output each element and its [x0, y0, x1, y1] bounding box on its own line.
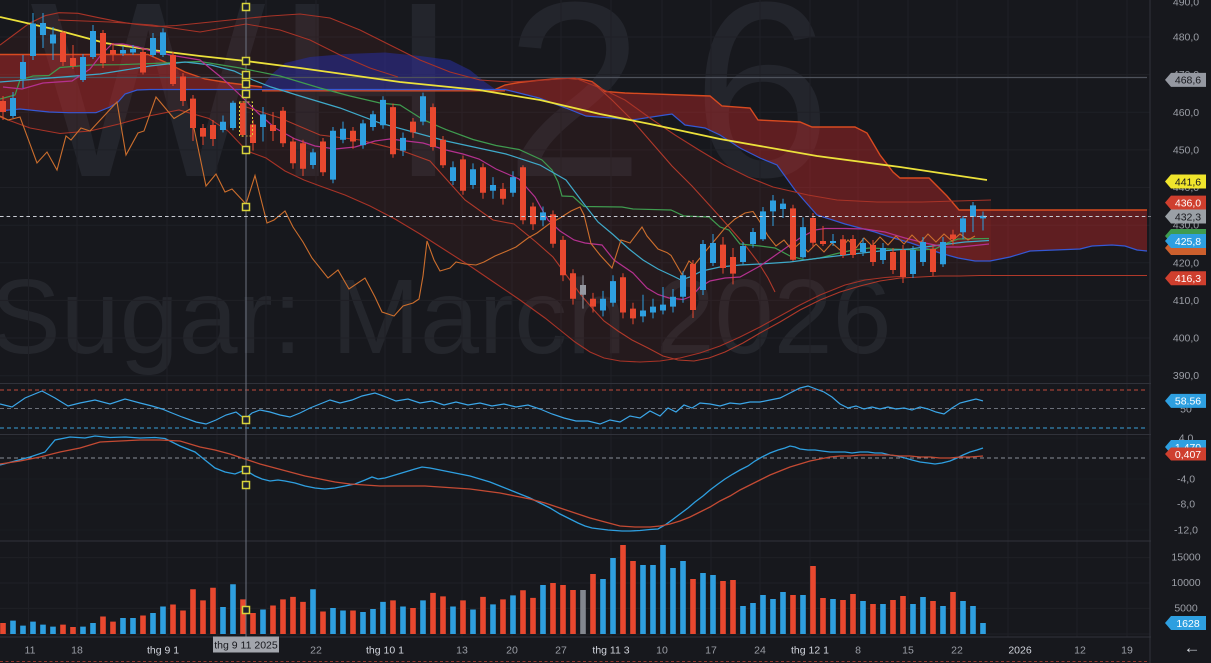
svg-text:2026: 2026	[1008, 645, 1032, 657]
svg-text:425,8: 425,8	[1175, 236, 1201, 248]
svg-text:10000: 10000	[1171, 577, 1200, 589]
svg-text:thg 9 11 2025: thg 9 11 2025	[214, 640, 278, 652]
svg-text:17: 17	[705, 645, 717, 657]
svg-text:13: 13	[456, 645, 468, 657]
svg-text:thg 10 1: thg 10 1	[366, 645, 404, 657]
svg-text:441,6: 441,6	[1175, 176, 1201, 188]
svg-text:436,0: 436,0	[1175, 197, 1201, 209]
svg-text:thg 11 3: thg 11 3	[592, 645, 629, 657]
svg-text:490,0: 490,0	[1173, 0, 1199, 9]
svg-text:58.56: 58.56	[1175, 396, 1201, 408]
svg-text:15000: 15000	[1171, 552, 1200, 564]
svg-text:-12,0: -12,0	[1174, 525, 1198, 537]
svg-text:22: 22	[310, 645, 322, 657]
svg-text:0,407: 0,407	[1175, 449, 1201, 461]
svg-text:thg 9 1: thg 9 1	[147, 645, 179, 657]
svg-text:←: ←	[1184, 638, 1201, 657]
svg-text:460,0: 460,0	[1173, 107, 1199, 119]
svg-text:11: 11	[25, 645, 36, 657]
svg-text:1628: 1628	[1176, 618, 1200, 630]
svg-text:-4,0: -4,0	[1177, 474, 1195, 486]
svg-text:8: 8	[855, 645, 861, 657]
svg-text:432,3: 432,3	[1175, 211, 1201, 223]
svg-text:12: 12	[1074, 645, 1086, 657]
svg-text:-8,0: -8,0	[1177, 499, 1195, 511]
svg-text:410,0: 410,0	[1173, 295, 1199, 307]
svg-text:18: 18	[71, 645, 83, 657]
svg-text:480,0: 480,0	[1173, 32, 1199, 44]
svg-text:50: 50	[1180, 404, 1192, 416]
svg-text:450,0: 450,0	[1173, 144, 1199, 156]
svg-text:19: 19	[1121, 645, 1133, 657]
svg-text:5000: 5000	[1174, 603, 1198, 615]
svg-text:thg 12 1: thg 12 1	[791, 645, 829, 657]
svg-text:22: 22	[951, 645, 963, 657]
svg-text:Sugar: March 2026: Sugar: March 2026	[0, 258, 892, 376]
svg-text:27: 27	[555, 645, 567, 657]
svg-text:416,3: 416,3	[1175, 273, 1201, 285]
svg-text:24: 24	[754, 645, 766, 657]
svg-text:20: 20	[506, 645, 518, 657]
svg-text:420,0: 420,0	[1173, 257, 1199, 269]
svg-text:6: 6	[692, 0, 831, 229]
svg-text:390,0: 390,0	[1173, 370, 1199, 382]
svg-text:400,0: 400,0	[1173, 333, 1199, 345]
svg-text:468,6: 468,6	[1175, 75, 1201, 87]
svg-text:15: 15	[902, 645, 914, 657]
svg-text:10: 10	[656, 645, 668, 657]
